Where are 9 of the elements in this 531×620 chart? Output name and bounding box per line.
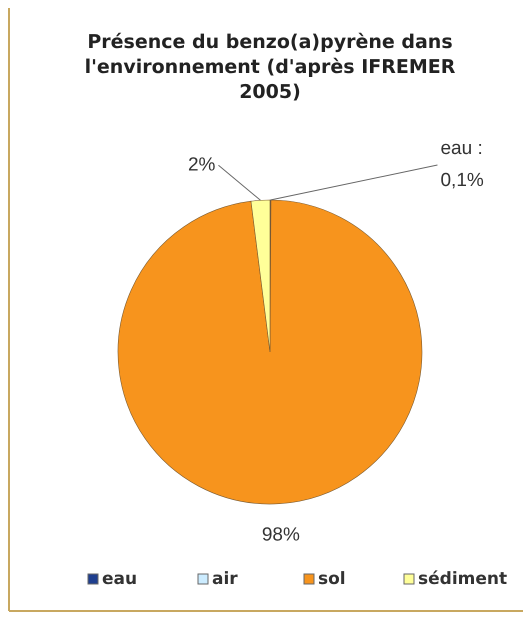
- legend-label: eau: [102, 569, 138, 589]
- data-label: 98%: [262, 524, 300, 546]
- legend-label: air: [212, 569, 238, 589]
- data-label: eau : 0,1%: [440, 138, 484, 191]
- data-label: 2%: [188, 154, 216, 176]
- chart-title: Présence du benzo(a)pyrène dans l'environnement (d'après IFREMER 2005): [84, 31, 456, 103]
- pie-slice: [118, 200, 422, 504]
- legend-label: sédiment: [418, 569, 508, 589]
- legend-label: sol: [318, 569, 346, 589]
